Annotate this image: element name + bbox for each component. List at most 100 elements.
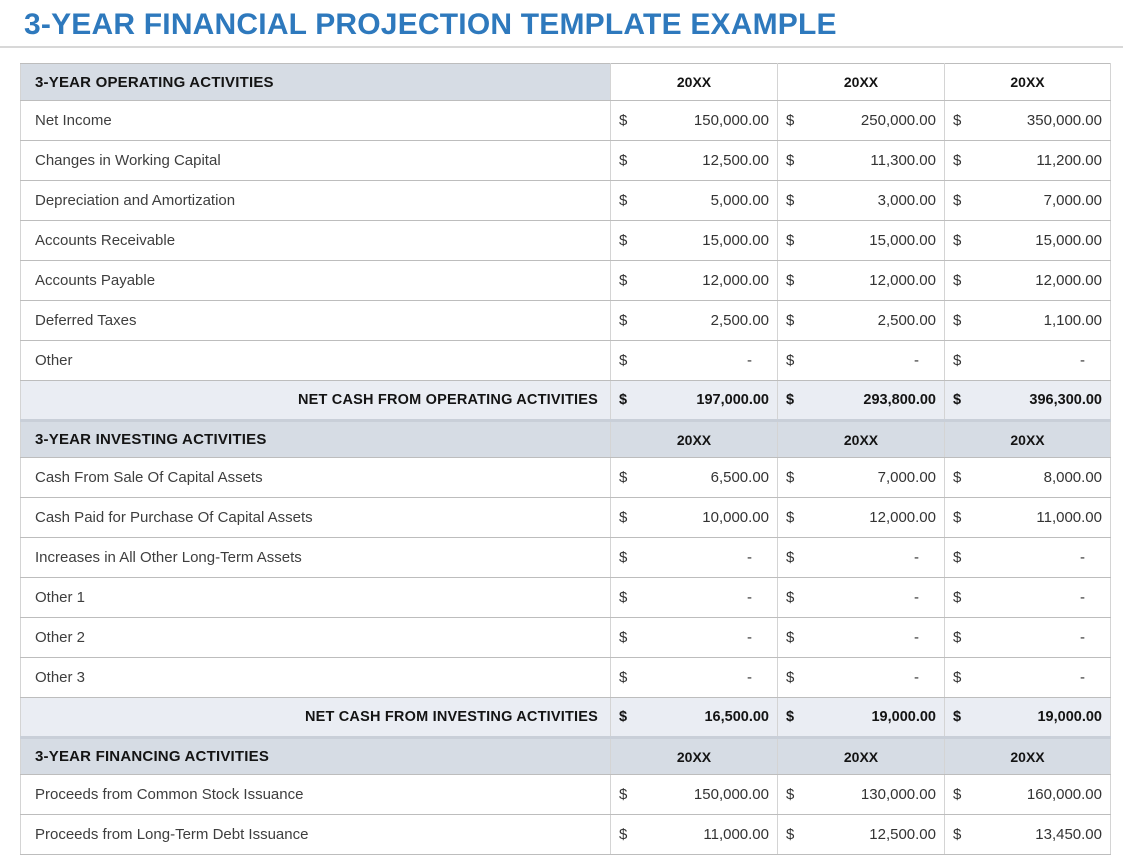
cell-amount: -	[914, 352, 919, 369]
currency-symbol: $	[619, 392, 628, 408]
value-cell: $15,000.00	[610, 220, 778, 261]
currency-symbol: $	[619, 669, 628, 686]
year-column-header: 20XX	[777, 63, 945, 101]
cell-amount: 12,500.00	[702, 152, 769, 169]
currency-symbol: $	[786, 669, 795, 686]
table-row: Changes in Working Capital $12,500.00 $11,…	[20, 140, 1111, 181]
value-cell: $2,500.00	[777, 300, 945, 341]
currency-symbol: $	[786, 312, 795, 329]
currency-symbol: $	[953, 669, 962, 686]
cell-amount: 150,000.00	[693, 112, 769, 129]
currency-symbol: $	[786, 826, 795, 843]
value-cell: $ -	[610, 617, 778, 658]
currency-symbol: $	[953, 112, 962, 129]
currency-symbol: $	[619, 152, 628, 169]
value-cell: $7,000.00	[777, 457, 945, 498]
table-row: Other 2 $ - $ - $ -	[20, 617, 1111, 658]
cell-amount: -	[914, 589, 919, 606]
financial-projection-table: 3-YEAR OPERATING ACTIVITIES 20XX 20XX 20XX N…	[20, 63, 1111, 855]
currency-symbol: $	[619, 469, 628, 486]
cell-amount: 11,200.00	[1036, 152, 1102, 169]
value-cell: $12,000.00	[944, 260, 1111, 301]
cell-amount: -	[1080, 669, 1085, 686]
row-label: Proceeds from Common Stock Issuance	[20, 774, 611, 815]
currency-symbol: $	[619, 312, 628, 329]
currency-symbol: $	[786, 352, 795, 369]
value-cell: $3,000.00	[777, 180, 945, 221]
table-row: Proceeds from Common Stock Issuance $150,…	[20, 774, 1111, 815]
currency-symbol: $	[953, 709, 962, 725]
row-label: Cash From Sale Of Capital Assets	[20, 457, 611, 498]
cell-amount: 11,000.00	[703, 826, 769, 843]
row-label: Other 2	[20, 617, 611, 658]
cell-amount: 350,000.00	[1026, 112, 1102, 129]
table-row: Accounts Receivable $15,000.00 $15,000.00 $…	[20, 220, 1111, 261]
table-row: Increases in All Other Long-Term Assets $…	[20, 537, 1111, 578]
currency-symbol: $	[953, 312, 962, 329]
currency-symbol: $	[953, 469, 962, 486]
currency-symbol: $	[619, 786, 628, 803]
cell-amount: 250,000.00	[860, 112, 936, 129]
cell-amount: -	[1080, 352, 1085, 369]
section-total-label: NET CASH FROM OPERATING ACTIVITIES	[20, 380, 611, 422]
row-label: Other 3	[20, 657, 611, 698]
currency-symbol: $	[786, 272, 795, 289]
projection-table-body: 3-YEAR OPERATING ACTIVITIES 20XX 20XX 20XX N…	[20, 63, 1111, 855]
table-row: Net Income $150,000.00 $250,000.00 $350,000…	[20, 100, 1111, 141]
year-column-header: 20XX	[944, 63, 1111, 101]
currency-symbol: $	[953, 272, 962, 289]
value-cell: $15,000.00	[944, 220, 1111, 261]
value-cell: $ -	[610, 577, 778, 618]
cell-amount: 16,500.00	[704, 709, 769, 725]
row-label: Changes in Working Capital	[20, 140, 611, 181]
currency-symbol: $	[953, 589, 962, 606]
currency-symbol: $	[619, 112, 628, 129]
row-label: Depreciation and Amortization	[20, 180, 611, 221]
currency-symbol: $	[786, 152, 795, 169]
value-cell: $350,000.00	[944, 100, 1111, 141]
cell-amount: 11,300.00	[870, 152, 936, 169]
currency-symbol: $	[786, 392, 795, 408]
value-cell: $197,000.00	[610, 380, 778, 422]
cell-amount: 396,300.00	[1029, 392, 1102, 408]
cell-amount: 15,000.00	[702, 232, 769, 249]
value-cell: $1,100.00	[944, 300, 1111, 341]
row-label: Cash Paid for Purchase Of Capital Assets	[20, 497, 611, 538]
cell-amount: 7,000.00	[877, 469, 936, 486]
cell-amount: -	[747, 549, 752, 566]
cell-amount: -	[914, 549, 919, 566]
cell-amount: 15,000.00	[1035, 232, 1102, 249]
cell-amount: 3,000.00	[877, 192, 936, 209]
currency-symbol: $	[619, 589, 628, 606]
value-cell: $ -	[944, 537, 1111, 578]
currency-symbol: $	[953, 392, 962, 408]
table-row: Cash From Sale Of Capital Assets $6,500.0…	[20, 457, 1111, 498]
year-column-header: 20XX	[944, 737, 1111, 775]
cell-amount: -	[747, 669, 752, 686]
year-column-header: 20XX	[610, 737, 778, 775]
value-cell: $15,000.00	[777, 220, 945, 261]
currency-symbol: $	[786, 232, 795, 249]
cell-amount: 12,500.00	[869, 826, 936, 843]
year-column-header: 20XX	[610, 63, 778, 101]
cell-amount: 130,000.00	[860, 786, 936, 803]
page-title: 3-YEAR FINANCIAL PROJECTION TEMPLATE EXA…	[24, 8, 837, 41]
currency-symbol: $	[786, 709, 795, 725]
cell-amount: 12,000.00	[869, 509, 936, 526]
currency-symbol: $	[786, 509, 795, 526]
value-cell: $ -	[777, 340, 945, 381]
value-cell: $ -	[610, 657, 778, 698]
cell-amount: 2,500.00	[877, 312, 936, 329]
table-row: Deferred Taxes $2,500.00 $2,500.00 $1,100.0…	[20, 300, 1111, 341]
table-row: Accounts Payable $12,000.00 $12,000.00 $12,…	[20, 260, 1111, 301]
row-label: Proceeds from Long-Term Debt Issuance	[20, 814, 611, 855]
cell-amount: 6,500.00	[710, 469, 769, 486]
currency-symbol: $	[953, 232, 962, 249]
currency-symbol: $	[786, 549, 795, 566]
cell-amount: 7,000.00	[1043, 192, 1102, 209]
value-cell: $8,000.00	[944, 457, 1111, 498]
section-total-row: NET CASH FROM OPERATING ACTIVITIES $197,0…	[20, 380, 1111, 422]
row-label: Accounts Receivable	[20, 220, 611, 261]
currency-symbol: $	[786, 469, 795, 486]
currency-symbol: $	[619, 509, 628, 526]
